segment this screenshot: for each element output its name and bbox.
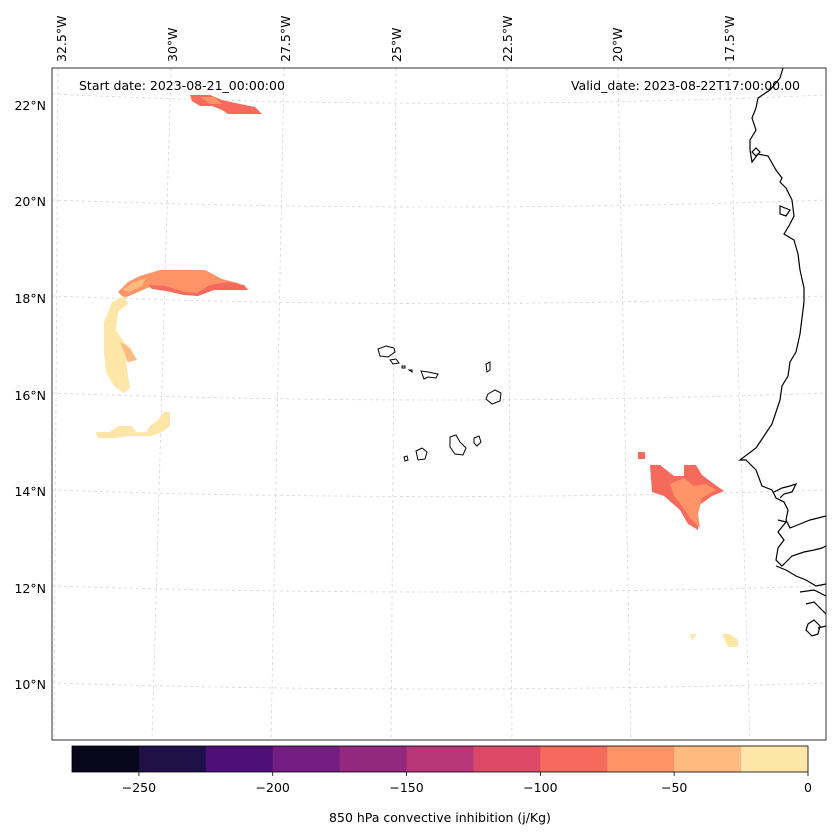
cape-verde-islands (377, 345, 502, 462)
cin-field-west-band-orange (120, 342, 137, 362)
lon-label: 32.5°W (54, 16, 69, 62)
colorbar-ticks: −250 −200 −150 −100 −50 0 (122, 772, 812, 795)
cin-field-southwest-strip (96, 412, 170, 438)
lat-label: 12°N (14, 581, 46, 596)
lat-labels: 22°N 20°N 18°N 16°N 14°N 12°N 10°N (14, 98, 46, 692)
colorbar-tick-label: −150 (389, 780, 423, 795)
colorbar-swatch (339, 746, 408, 772)
cin-field-southeast-dot (690, 634, 697, 641)
lat-label: 20°N (14, 194, 46, 209)
cin-field-africa-orange (670, 478, 716, 528)
colorbar-swatch (607, 746, 675, 772)
colorbar-swatch (473, 746, 541, 772)
lon-label: 30°W (165, 27, 180, 62)
colorbar-title: 850 hPa convective inhibition (j/Kg) (329, 810, 551, 825)
lat-label: 22°N (14, 98, 46, 113)
lon-label: 27.5°W (278, 16, 293, 62)
cin-field-west-band (104, 296, 136, 393)
colorbar-tick-label: −50 (661, 780, 687, 795)
lat-label: 10°N (14, 677, 46, 692)
lat-label: 16°N (14, 388, 46, 403)
cin-field-north-top (190, 95, 262, 114)
cin-field-north-top-light (200, 97, 222, 104)
colorbar-frame (71, 745, 809, 773)
cin-field-africa-dot (638, 452, 645, 459)
cin-fields (96, 95, 738, 647)
lon-label: 25°W (389, 27, 404, 62)
colorbar-tick-label: 0 (804, 780, 812, 795)
africa-coastline (738, 67, 827, 637)
colorbar-swatch (540, 746, 608, 772)
cin-field-arc-light (122, 278, 146, 292)
cin-field-southeast-light (722, 634, 738, 647)
colorbar-swatch (138, 746, 207, 772)
colorbar-tick-label: −200 (256, 780, 290, 795)
lat-label: 18°N (14, 291, 46, 306)
colorbar-swatch (406, 746, 474, 772)
colorbar-swatch (72, 746, 140, 772)
colorbar-swatch (741, 746, 809, 772)
colorbar-tick-label: −250 (122, 780, 156, 795)
start-date-label: Start date: 2023-08-21_00:00:00 (79, 78, 285, 93)
colorbar-swatch (205, 746, 274, 772)
colorbar-swatch (272, 746, 341, 772)
gridlines (51, 67, 827, 741)
lon-label: 17.5°W (722, 16, 737, 62)
cin-field-arc-orange (118, 270, 248, 298)
valid-date-label: Valid_date: 2023-08-22T17:00:00.00 (571, 78, 800, 93)
colorbar-swatch (674, 746, 742, 772)
lon-label: 22.5°W (500, 16, 515, 62)
map-frame (51, 67, 827, 741)
colorbar (72, 746, 809, 772)
lon-label: 20°W (610, 27, 625, 62)
lat-label: 14°N (14, 484, 46, 499)
lon-labels: 32.5°W 30°W 27.5°W 25°W 22.5°W 20°W 17.5… (54, 16, 737, 62)
colorbar-tick-label: −100 (523, 780, 557, 795)
cin-field-arc-red (148, 282, 248, 296)
